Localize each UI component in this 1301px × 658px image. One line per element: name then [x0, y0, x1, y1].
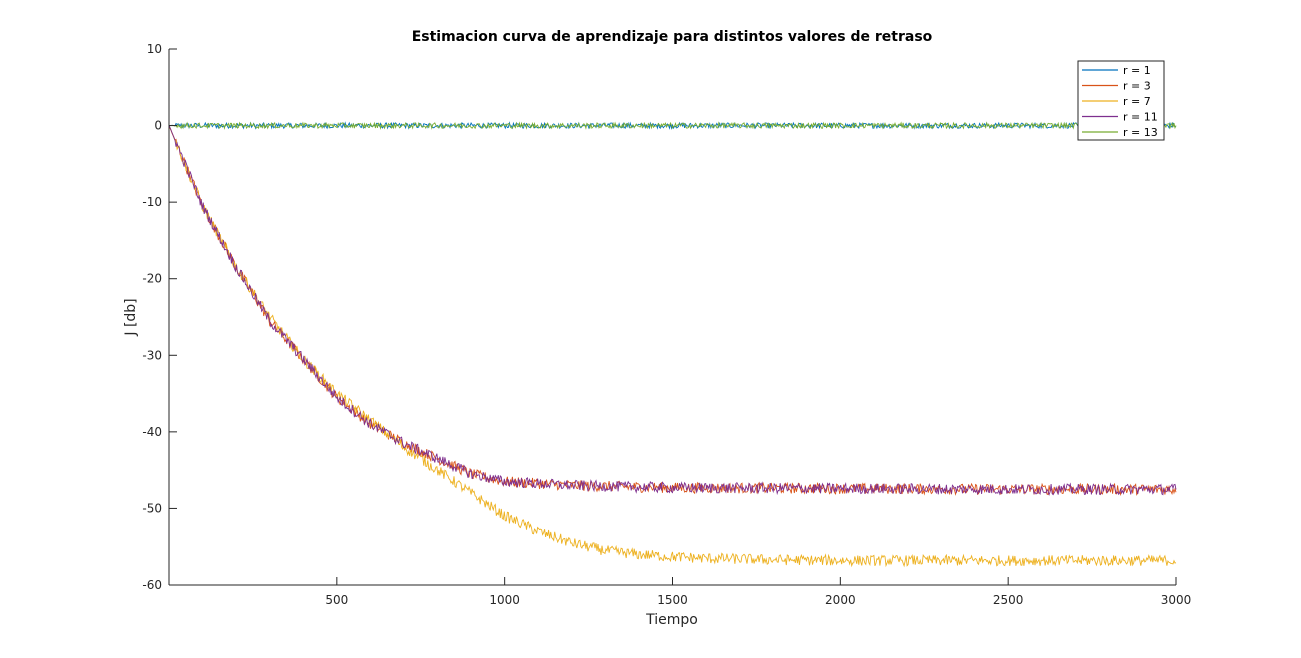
series-line-1 [168, 121, 1177, 130]
y-tick-label: -20 [142, 272, 162, 286]
legend: r = 1 r = 3 r = 7 r = 11 r = 13 [1077, 60, 1165, 141]
x-tick-label: 500 [325, 593, 348, 607]
series-line-4 [168, 125, 1177, 497]
x-ticks: 500 1000 1500 2000 2500 3000 [325, 577, 1191, 607]
y-tick-label: -10 [142, 195, 162, 209]
x-tick-label: 2500 [993, 593, 1024, 607]
x-axis-label: Tiempo [645, 612, 698, 628]
plot-area [169, 49, 1176, 585]
legend-entry: r = 1 [1123, 64, 1151, 77]
y-tick-label: -30 [142, 348, 162, 362]
y-tick-label: 0 [154, 119, 162, 133]
x-tick-label: 3000 [1161, 593, 1192, 607]
y-tick-label: -40 [142, 425, 162, 439]
x-tick-label: 1000 [489, 593, 520, 607]
y-tick-label: 10 [147, 42, 162, 56]
y-tick-label: -50 [142, 501, 162, 515]
series-line-2 [168, 125, 1177, 497]
chart-title: Estimacion curva de aprendizaje para dis… [412, 29, 933, 45]
series-line-5 [168, 121, 1177, 130]
legend-entry: r = 7 [1123, 95, 1151, 108]
legend-entry: r = 3 [1123, 80, 1151, 93]
y-axis-label: J [db] [123, 298, 139, 336]
legend-entry: r = 13 [1123, 126, 1158, 139]
x-tick-label: 1500 [657, 593, 688, 607]
y-ticks: 10 0 -10 -20 -30 -40 -50 -60 [142, 42, 177, 592]
series-layer [168, 121, 1177, 568]
y-tick-label: -60 [142, 578, 162, 592]
legend-entry: r = 11 [1123, 111, 1158, 124]
x-tick-label: 2000 [825, 593, 856, 607]
